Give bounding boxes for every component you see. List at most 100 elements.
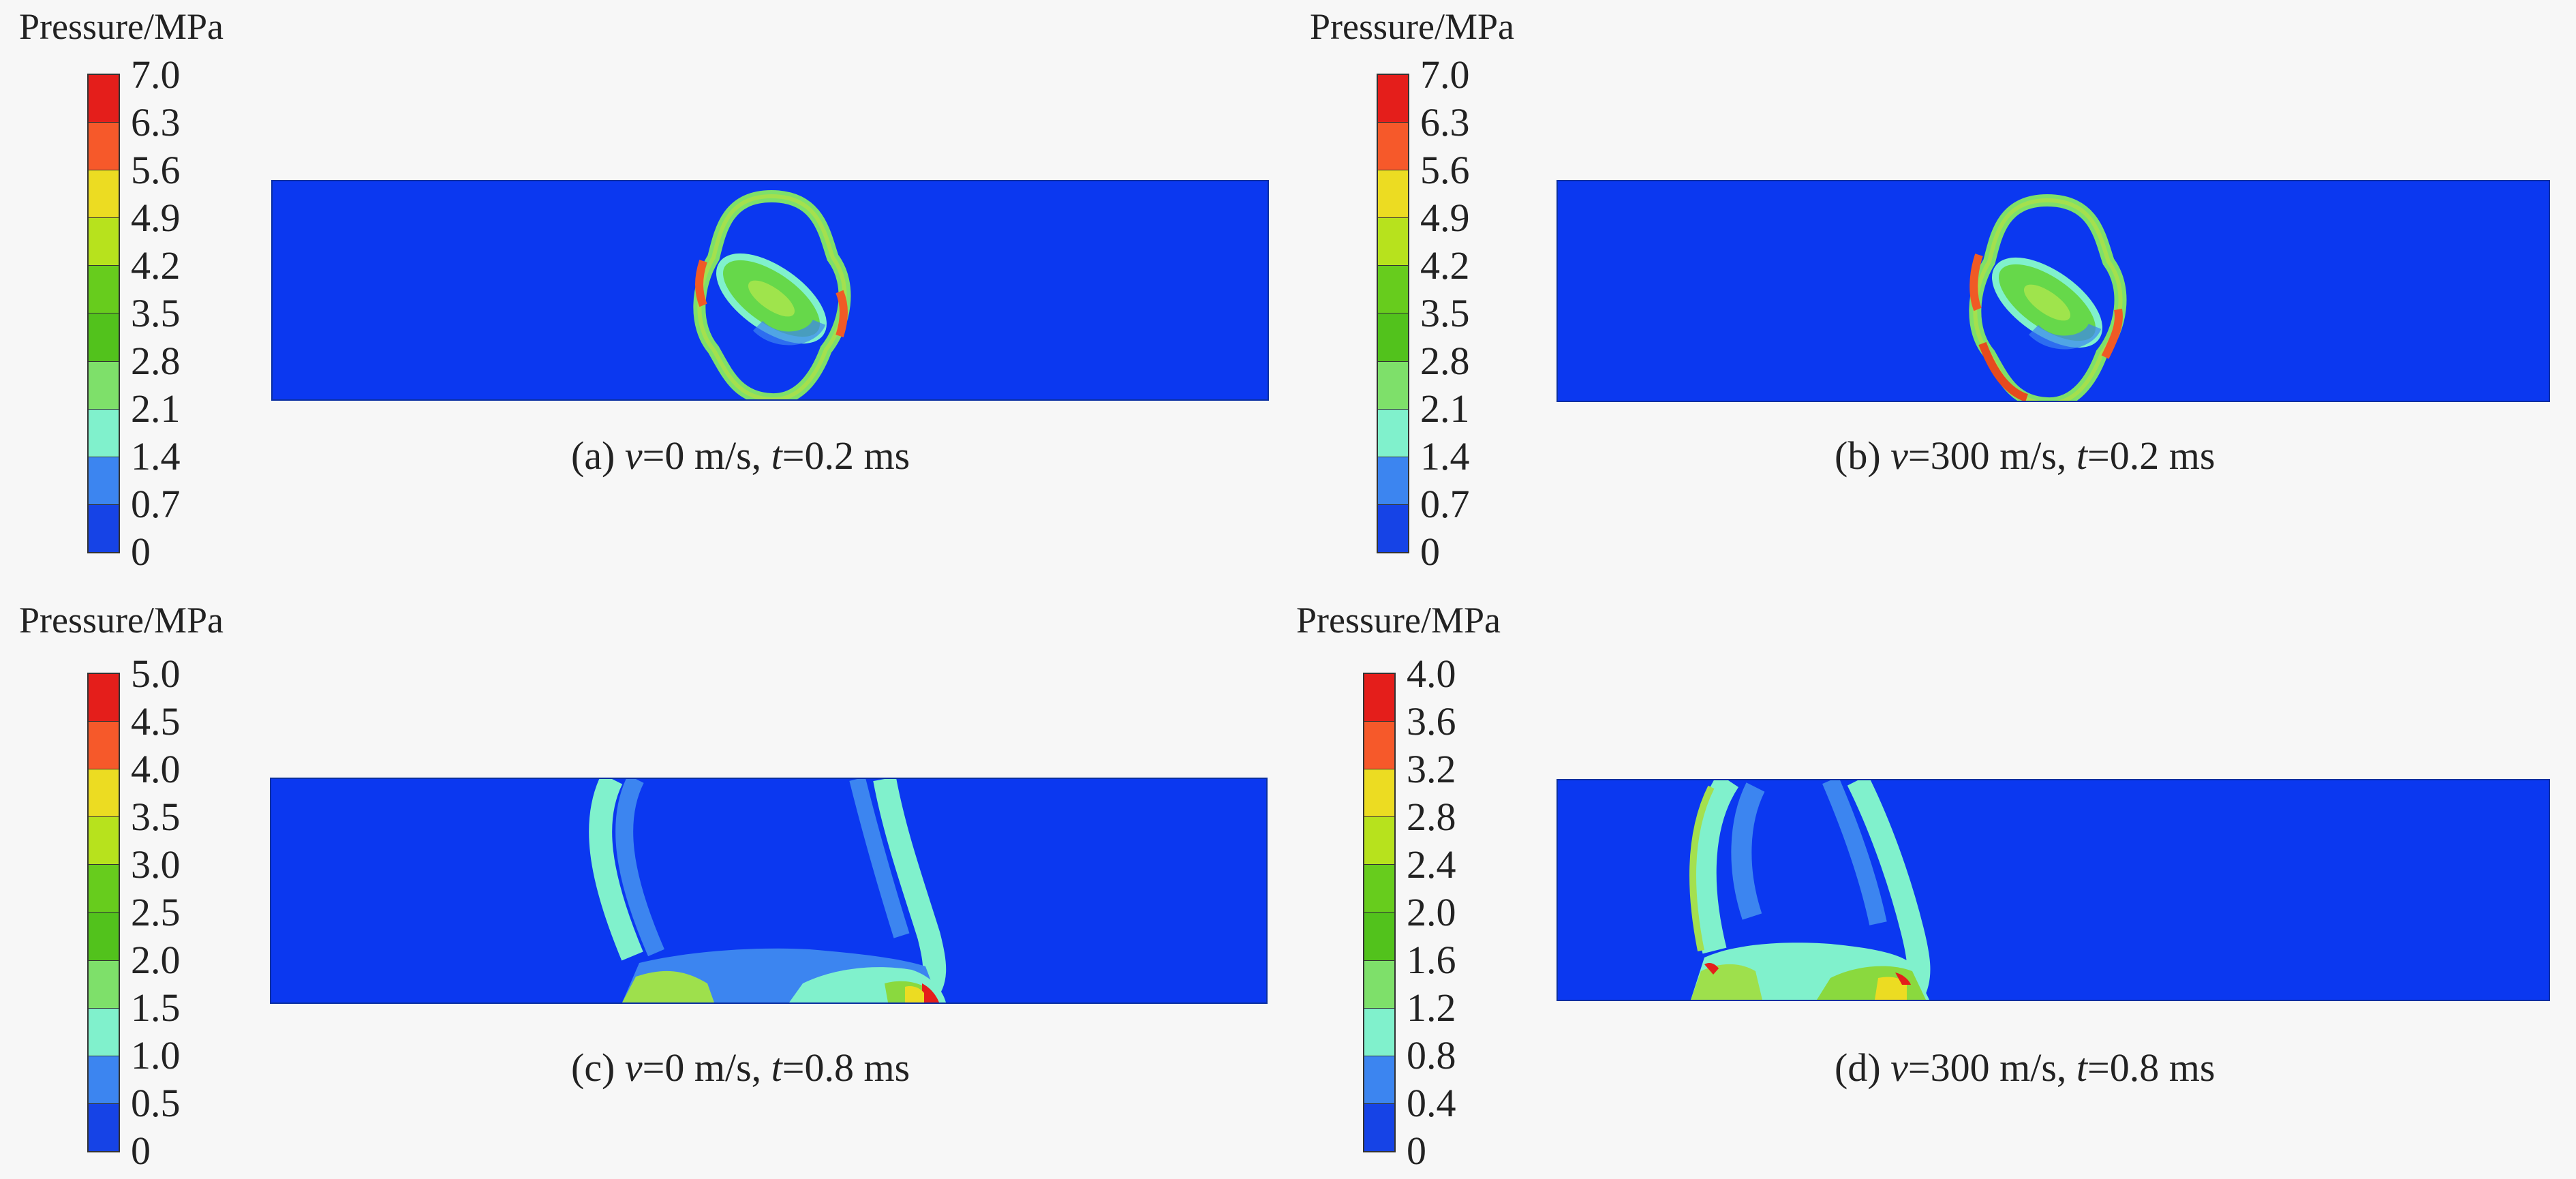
colorbar-segment	[89, 123, 119, 171]
tick-label: 1.2	[1407, 985, 1456, 1030]
colorbar-segment	[89, 722, 119, 770]
colorbar-segment	[89, 674, 119, 722]
tick-label: 2.1	[1420, 386, 1470, 431]
tick-label: 1.5	[131, 985, 181, 1030]
tick-label: 0	[1407, 1129, 1426, 1173]
colorbar-ticks: 4.0 3.6 3.2 2.8 2.4 2.0 1.6 1.2 0.8 0.4 …	[1407, 654, 1488, 1171]
colorbar-segment	[89, 1008, 119, 1056]
tick-label: 1.0	[131, 1033, 181, 1077]
tick-label: 4.9	[1420, 196, 1470, 240]
pressure-colorbar	[1377, 74, 1409, 553]
colorbar-segment	[1378, 266, 1408, 314]
legend-title: Pressure/MPa	[19, 600, 224, 641]
tick-label: 6.3	[131, 100, 181, 144]
colorbar-segment	[89, 457, 119, 505]
panel-c: Pressure/MPa 5.0 4.5 4.0 3.5 3.0 2.5 2.0…	[0, 590, 1288, 1179]
tick-label: 5.6	[1420, 148, 1470, 192]
colorbar-segment	[1364, 865, 1394, 913]
legend-title: Pressure/MPa	[19, 6, 224, 47]
pressure-colorbar	[87, 74, 120, 553]
colorbar-segment	[89, 170, 119, 219]
colorbar-segment	[89, 409, 119, 457]
tick-label: 3.5	[1420, 291, 1470, 335]
colorbar-segment	[1364, 817, 1394, 866]
colorbar-ticks: 5.0 4.5 4.0 3.5 3.0 2.5 2.0 1.5 1.0 0.5 …	[131, 654, 213, 1171]
tick-label: 0.4	[1407, 1081, 1456, 1125]
colorbar-segment	[1364, 913, 1394, 961]
colorbar-segment	[89, 266, 119, 314]
tick-label: 0	[131, 1129, 151, 1173]
legend-title: Pressure/MPa	[1310, 6, 1514, 47]
tick-label: 0.7	[131, 482, 181, 526]
pressure-field-image	[271, 180, 1269, 401]
colorbar-segment	[89, 769, 119, 818]
colorbar-segment	[1378, 170, 1408, 219]
tick-label: 1.4	[131, 434, 181, 478]
tick-label: 3.5	[131, 291, 181, 335]
colorbar-segment	[1378, 123, 1408, 171]
tick-label: 5.0	[131, 652, 181, 696]
tick-label: 5.6	[131, 148, 181, 192]
colorbar-segment	[1378, 409, 1408, 457]
panel-caption: (d) v=300 m/s, t=0.8 ms	[1835, 1045, 2215, 1090]
colorbar-segment	[89, 1056, 119, 1104]
tick-label: 2.8	[1420, 339, 1470, 383]
colorbar-segment	[89, 817, 119, 866]
colorbar-segment	[89, 913, 119, 961]
tick-label: 2.4	[1407, 842, 1456, 887]
tick-label: 0	[131, 530, 151, 574]
tick-label: 3.0	[131, 842, 181, 887]
tick-label: 4.0	[131, 747, 181, 791]
tick-label: 7.0	[131, 52, 181, 97]
colorbar-segment	[1364, 769, 1394, 818]
colorbar-segment	[89, 75, 119, 123]
pressure-colorbar	[87, 673, 120, 1152]
pressure-colorbar	[1363, 673, 1396, 1152]
colorbar-segment	[1378, 504, 1408, 552]
colorbar-segment	[1364, 960, 1394, 1009]
panel-d: Pressure/MPa 4.0 3.6 3.2 2.8 2.4 2.0 1.6…	[1288, 590, 2576, 1179]
panel-a: Pressure/MPa 7.0 6.3 5.6 4.9 4.2 3.5 2.8…	[0, 0, 1288, 590]
tick-label: 2.0	[131, 938, 181, 982]
colorbar-ticks: 7.0 6.3 5.6 4.9 4.2 3.5 2.8 2.1 1.4 0.7 …	[131, 55, 213, 572]
colorbar-segment	[89, 960, 119, 1009]
colorbar-ticks: 7.0 6.3 5.6 4.9 4.2 3.5 2.8 2.1 1.4 0.7 …	[1420, 55, 1502, 572]
tick-label: 6.3	[1420, 100, 1470, 144]
tick-label: 4.5	[131, 699, 181, 744]
tick-label: 2.8	[1407, 795, 1456, 839]
tick-label: 1.6	[1407, 938, 1456, 982]
tick-label: 3.5	[131, 795, 181, 839]
panel-b: Pressure/MPa 7.0 6.3 5.6 4.9 4.2 3.5 2.8…	[1288, 0, 2576, 590]
tick-label: 4.0	[1407, 652, 1456, 696]
tick-label: 4.9	[131, 196, 181, 240]
tick-label: 4.2	[1420, 243, 1470, 288]
colorbar-segment	[89, 218, 119, 266]
colorbar-segment	[1378, 313, 1408, 362]
tick-label: 4.2	[131, 243, 181, 288]
colorbar-segment	[89, 361, 119, 410]
tick-label: 2.1	[131, 386, 181, 431]
tick-label: 1.4	[1420, 434, 1470, 478]
pressure-field-image	[270, 778, 1268, 1004]
legend-title: Pressure/MPa	[1296, 600, 1501, 641]
colorbar-segment	[89, 865, 119, 913]
colorbar-segment	[89, 313, 119, 362]
colorbar-segment	[1364, 1008, 1394, 1056]
tick-label: 2.5	[131, 890, 181, 934]
colorbar-segment	[1378, 361, 1408, 410]
panel-caption: (c) v=0 m/s, t=0.8 ms	[571, 1045, 910, 1090]
tick-label: 0	[1420, 530, 1440, 574]
tick-label: 3.2	[1407, 747, 1456, 791]
pressure-field-image	[1557, 180, 2550, 402]
panel-caption: (b) v=300 m/s, t=0.2 ms	[1835, 433, 2215, 478]
colorbar-segment	[1378, 457, 1408, 505]
tick-label: 0.7	[1420, 482, 1470, 526]
tick-label: 0.5	[131, 1081, 181, 1125]
panel-caption: (a) v=0 m/s, t=0.2 ms	[571, 433, 910, 478]
colorbar-segment	[1364, 674, 1394, 722]
tick-label: 3.6	[1407, 699, 1456, 744]
colorbar-segment	[89, 1103, 119, 1151]
colorbar-segment	[1378, 218, 1408, 266]
tick-label: 7.0	[1420, 52, 1470, 97]
colorbar-segment	[1378, 75, 1408, 123]
